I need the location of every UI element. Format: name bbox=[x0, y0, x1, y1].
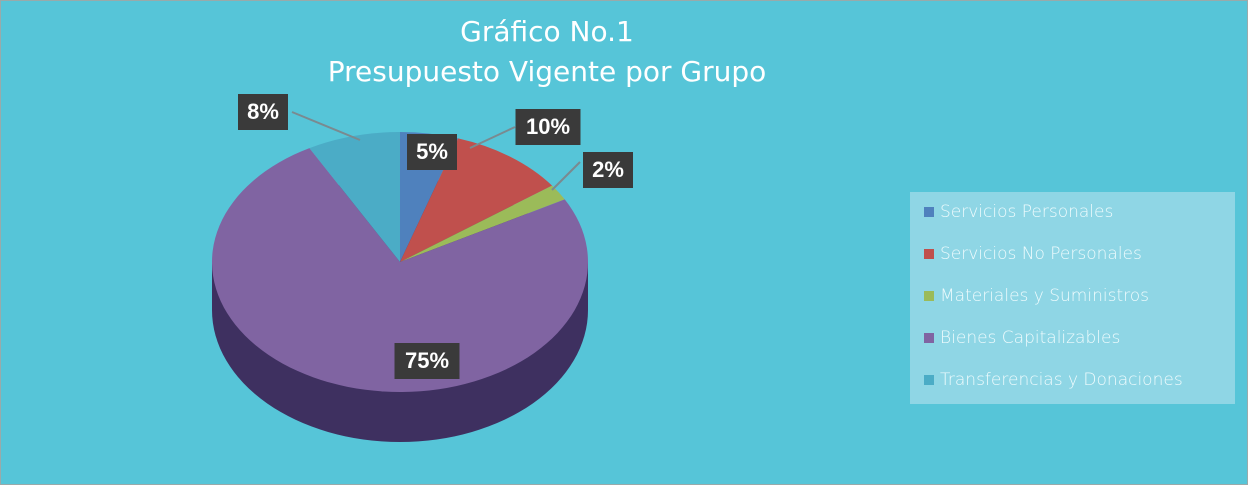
data-label: 75% bbox=[405, 348, 449, 373]
data-label-box bbox=[583, 152, 633, 188]
pie-slice bbox=[400, 138, 553, 262]
data-label: 2% bbox=[592, 157, 624, 182]
legend-swatch bbox=[924, 333, 934, 343]
legend-swatch bbox=[924, 207, 934, 217]
legend-label: Bienes Capitalizables bbox=[940, 328, 1120, 348]
data-label-box bbox=[238, 94, 288, 130]
legend-label: Servicios Personales bbox=[940, 202, 1113, 222]
legend-swatch bbox=[924, 375, 934, 385]
data-label-box bbox=[515, 109, 581, 145]
leader-line bbox=[469, 126, 516, 149]
leader-line bbox=[291, 111, 361, 141]
pie-slice bbox=[211, 148, 588, 393]
chart-title: Gráfico No.1 bbox=[460, 15, 634, 48]
pie-slice bbox=[309, 132, 400, 262]
chart-subtitle: Presupuesto Vigente por Grupo bbox=[328, 55, 767, 88]
data-label-box bbox=[407, 134, 457, 170]
legend-label: Servicios No Personales bbox=[940, 244, 1142, 264]
legend-box bbox=[910, 192, 1235, 404]
legend-swatch bbox=[924, 291, 934, 301]
legend-label: Transferencias y Donaciones bbox=[940, 370, 1183, 390]
pie-slice bbox=[400, 185, 565, 262]
data-label: 5% bbox=[416, 139, 448, 164]
data-label: 10% bbox=[526, 114, 570, 139]
data-label-box bbox=[394, 343, 460, 379]
leader-line bbox=[551, 161, 581, 191]
legend-swatch bbox=[924, 249, 934, 259]
legend-label: Materiales y Suministros bbox=[940, 286, 1149, 306]
data-label: 8% bbox=[247, 99, 279, 124]
